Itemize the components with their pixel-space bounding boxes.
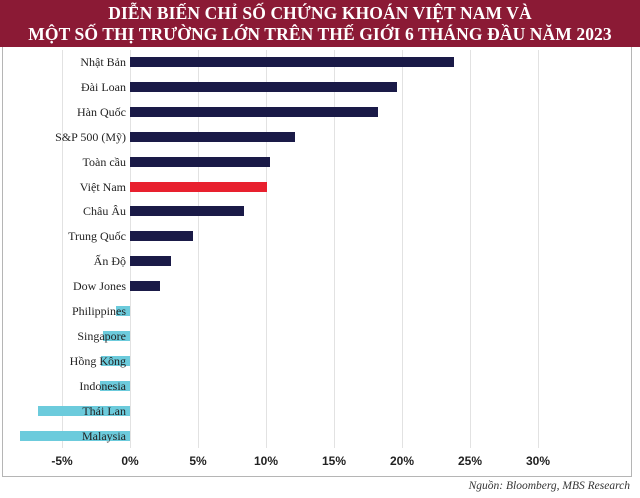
- category-label: S&P 500 (Mỹ): [55, 130, 126, 144]
- category-label: Singapore: [77, 329, 126, 343]
- bar-15: [20, 431, 130, 441]
- x-tick-label: 20%: [389, 454, 415, 468]
- category-label: Nhật Bản: [80, 55, 126, 69]
- bar-4: [130, 157, 270, 167]
- gridline: [402, 50, 403, 448]
- category-label: Malaysia: [82, 429, 126, 443]
- bar-14: [38, 406, 130, 416]
- bar-0: [130, 57, 454, 67]
- x-tick-label: 0%: [121, 454, 139, 468]
- bar-9: [130, 281, 160, 291]
- category-label: Ấn Độ: [93, 254, 126, 268]
- bar-12: [101, 356, 130, 366]
- bar-1: [130, 82, 397, 92]
- chart-frame: [2, 47, 632, 477]
- category-label: Hàn Quốc: [77, 105, 126, 119]
- source-note: Nguồn: Bloomberg, MBS Research: [468, 480, 630, 492]
- gridline: [62, 50, 63, 448]
- bar-2: [130, 107, 378, 117]
- category-label: Thái Lan: [82, 404, 126, 418]
- category-label: Đài Loan: [81, 80, 126, 94]
- bar-8: [130, 256, 171, 266]
- category-label: Việt Nam: [79, 180, 126, 194]
- bar-3: [130, 132, 295, 142]
- x-tick-label: 5%: [189, 454, 207, 468]
- category-label: Philippines: [71, 304, 126, 318]
- x-tick-label: 25%: [457, 454, 483, 468]
- bar-11: [103, 331, 130, 341]
- gridline: [198, 50, 199, 448]
- category-label: Toàn cầu: [82, 155, 126, 169]
- category-label: Trung Quốc: [68, 229, 126, 243]
- gridline: [334, 50, 335, 448]
- chart-title-line-2: MỘT SỐ THỊ TRƯỜNG LỚN TRÊN THẾ GIỚI 6 TH…: [28, 24, 612, 44]
- chart-title: DIỄN BIẾN CHỈ SỐ CHỨNG KHOÁN VIỆT NAM VÀ…: [0, 0, 640, 47]
- bar-10: [116, 306, 130, 316]
- bar-7: [130, 231, 193, 241]
- gridline: [266, 50, 267, 448]
- bar-5: [130, 182, 267, 192]
- gridline: [130, 50, 131, 448]
- bar-13: [100, 381, 130, 391]
- x-tick-label: -5%: [51, 454, 73, 468]
- gridline: [538, 50, 539, 448]
- x-tick-label: 10%: [253, 454, 279, 468]
- category-label: Indonesia: [79, 379, 126, 393]
- category-label: Hồng Kông: [69, 354, 126, 368]
- category-label: Dow Jones: [73, 279, 126, 293]
- x-tick-label: 15%: [321, 454, 347, 468]
- x-tick-label: 30%: [525, 454, 551, 468]
- category-label: Châu Âu: [83, 204, 126, 218]
- chart-title-line-1: DIỄN BIẾN CHỈ SỐ CHỨNG KHOÁN VIỆT NAM VÀ: [108, 3, 532, 23]
- gridline: [470, 50, 471, 448]
- bar-6: [130, 206, 244, 216]
